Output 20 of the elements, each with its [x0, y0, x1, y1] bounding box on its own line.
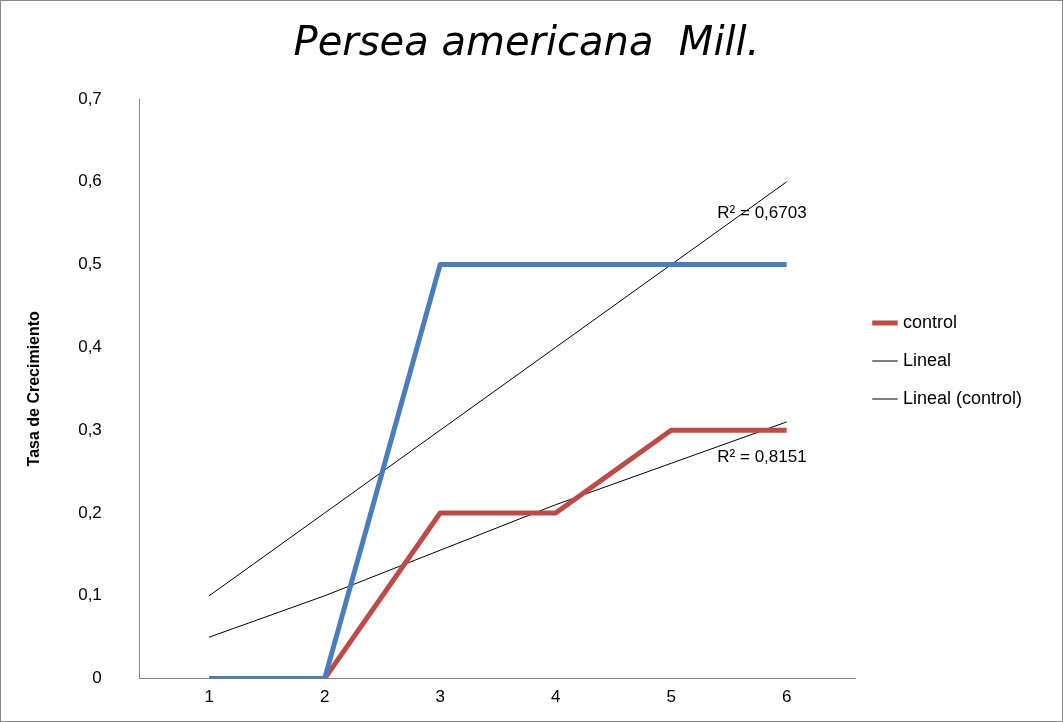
y-tick-label: 0,7 [78, 88, 102, 108]
x-tick-label: 6 [781, 687, 792, 707]
legend-label: Lineal (control) [902, 387, 1023, 408]
y-tick-label: 0,6 [78, 171, 102, 191]
y-tick-label: 0,2 [78, 502, 102, 522]
x-tick-label: 2 [319, 687, 330, 707]
y-tick-label: 0,1 [78, 585, 102, 605]
x-tick-label: 3 [435, 687, 445, 707]
chart-title: Persea americana Mill. [293, 18, 760, 65]
y-tick-label: 0,5 [78, 254, 102, 274]
legend-label: control [902, 311, 957, 332]
y-tick-label: 0,3 [78, 419, 102, 439]
annotation: R² = 0,8151 [717, 446, 807, 466]
y-tick-label: 0,4 [78, 337, 102, 357]
x-tick-label: 4 [550, 687, 561, 707]
legend-label: Lineal [902, 349, 951, 370]
y-tick-label: 0 [92, 668, 102, 688]
x-tick-label: 1 [204, 687, 214, 707]
x-tick-label: 5 [666, 687, 676, 707]
y-axis-title: Tasa de Crecimiento [25, 310, 43, 467]
